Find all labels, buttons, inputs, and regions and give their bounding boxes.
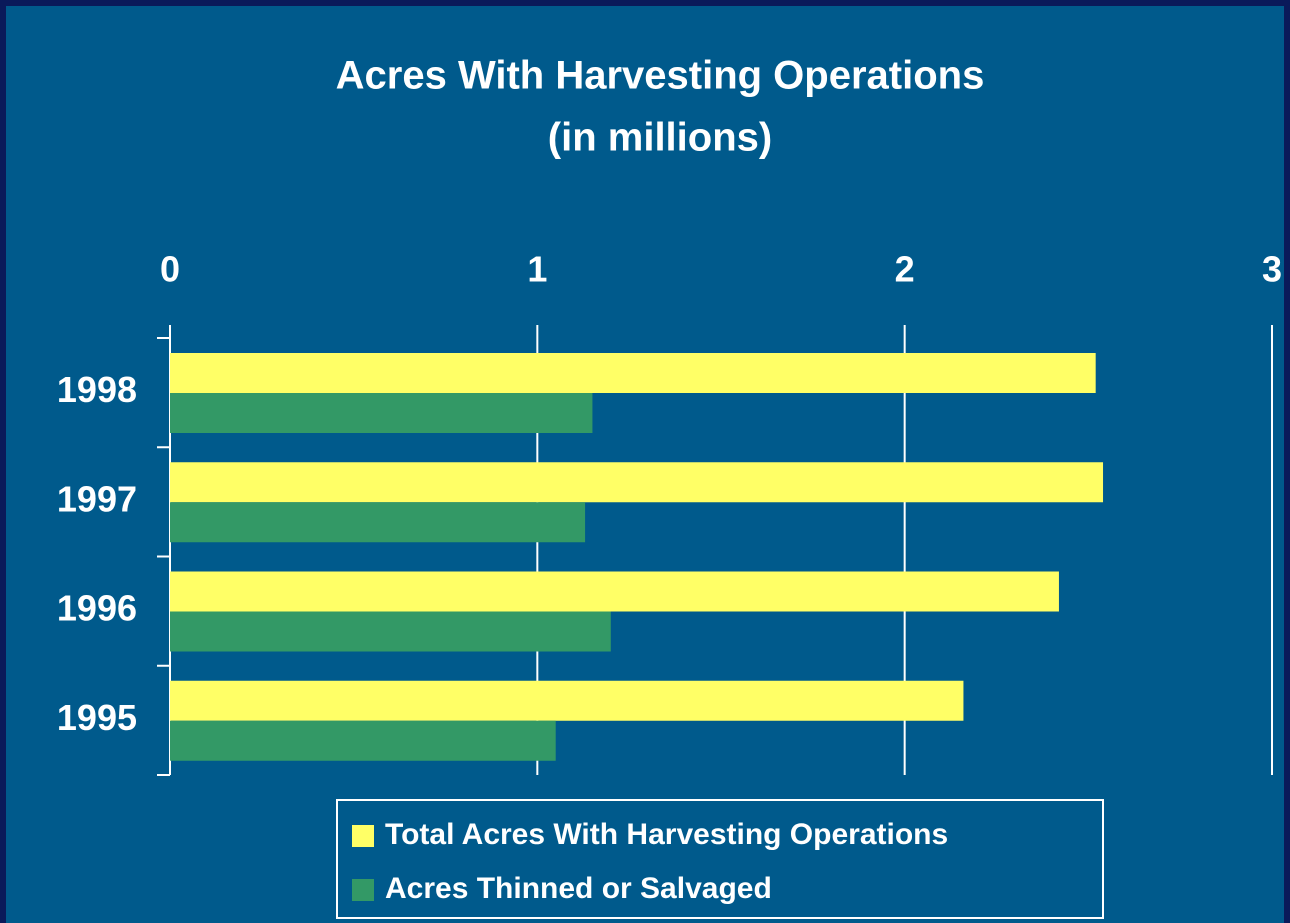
legend-swatch	[352, 825, 374, 847]
bar	[170, 611, 611, 652]
x-tick-label: 3	[1262, 249, 1282, 290]
bar	[170, 720, 556, 761]
y-tick-label: 1995	[57, 697, 137, 738]
y-tick-label: 1996	[57, 588, 137, 629]
y-tick-label: 1997	[57, 478, 137, 519]
legend-box	[336, 799, 1104, 919]
legend-label: Acres Thinned or Salvaged	[385, 872, 772, 905]
bar	[170, 393, 593, 433]
chart-title: Acres With Harvesting Operations	[336, 54, 985, 98]
bar	[170, 680, 964, 721]
y-tick-label: 1998	[57, 369, 137, 410]
bar	[170, 462, 1104, 503]
legend-swatch	[352, 879, 374, 901]
legend-label: Total Acres With Harvesting Operations	[385, 818, 948, 851]
x-tick-label: 2	[895, 249, 915, 290]
x-tick-label: 1	[527, 249, 547, 290]
bar	[170, 571, 1059, 612]
bar	[170, 353, 1096, 393]
x-tick-label: 0	[160, 249, 180, 290]
chart-subtitle: (in millions)	[548, 116, 772, 160]
bar	[170, 502, 586, 543]
